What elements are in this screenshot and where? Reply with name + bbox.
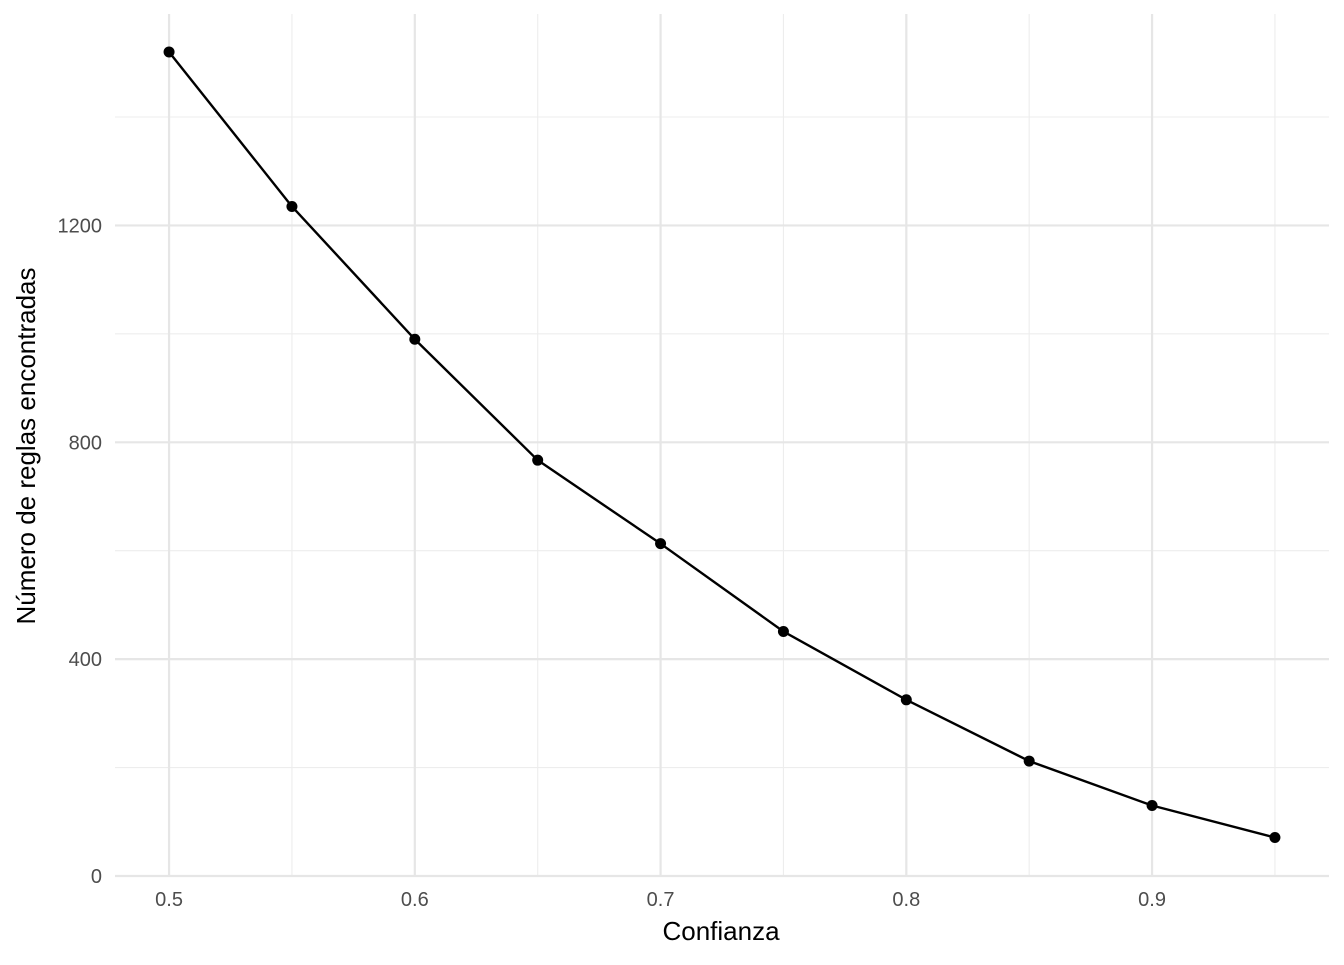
x-tick-label: 0.9 <box>1138 889 1166 911</box>
x-axis-tick-labels: 0.5 0.6 0.7 0.8 0.9 <box>155 889 1166 911</box>
data-point <box>900 694 912 706</box>
data-point <box>1023 755 1035 767</box>
x-tick-label: 0.5 <box>155 889 183 911</box>
y-tick-label: 800 <box>69 432 102 454</box>
x-tick-label: 0.8 <box>892 889 920 911</box>
y-tick-label: 1200 <box>58 215 103 237</box>
data-point <box>532 454 544 466</box>
series-line <box>168 51 1276 839</box>
data-point <box>655 538 667 550</box>
grid-lines <box>115 14 1329 878</box>
data-point <box>409 333 421 345</box>
data-point <box>163 46 175 58</box>
y-axis-tick-labels: 0 400 800 1200 <box>58 215 103 888</box>
y-tick-label: 400 <box>69 649 102 671</box>
y-axis-title: Número de reglas encontradas <box>11 268 41 625</box>
data-points-group <box>163 46 1281 844</box>
data-point <box>1269 832 1281 844</box>
data-point <box>286 200 298 212</box>
series-line-group <box>168 51 1276 839</box>
x-axis-title: Confianza <box>662 916 780 946</box>
x-tick-label: 0.7 <box>647 889 675 911</box>
data-point <box>1146 800 1158 812</box>
data-point <box>777 625 789 637</box>
x-tick-label: 0.6 <box>401 889 429 911</box>
y-tick-label: 0 <box>91 866 102 888</box>
